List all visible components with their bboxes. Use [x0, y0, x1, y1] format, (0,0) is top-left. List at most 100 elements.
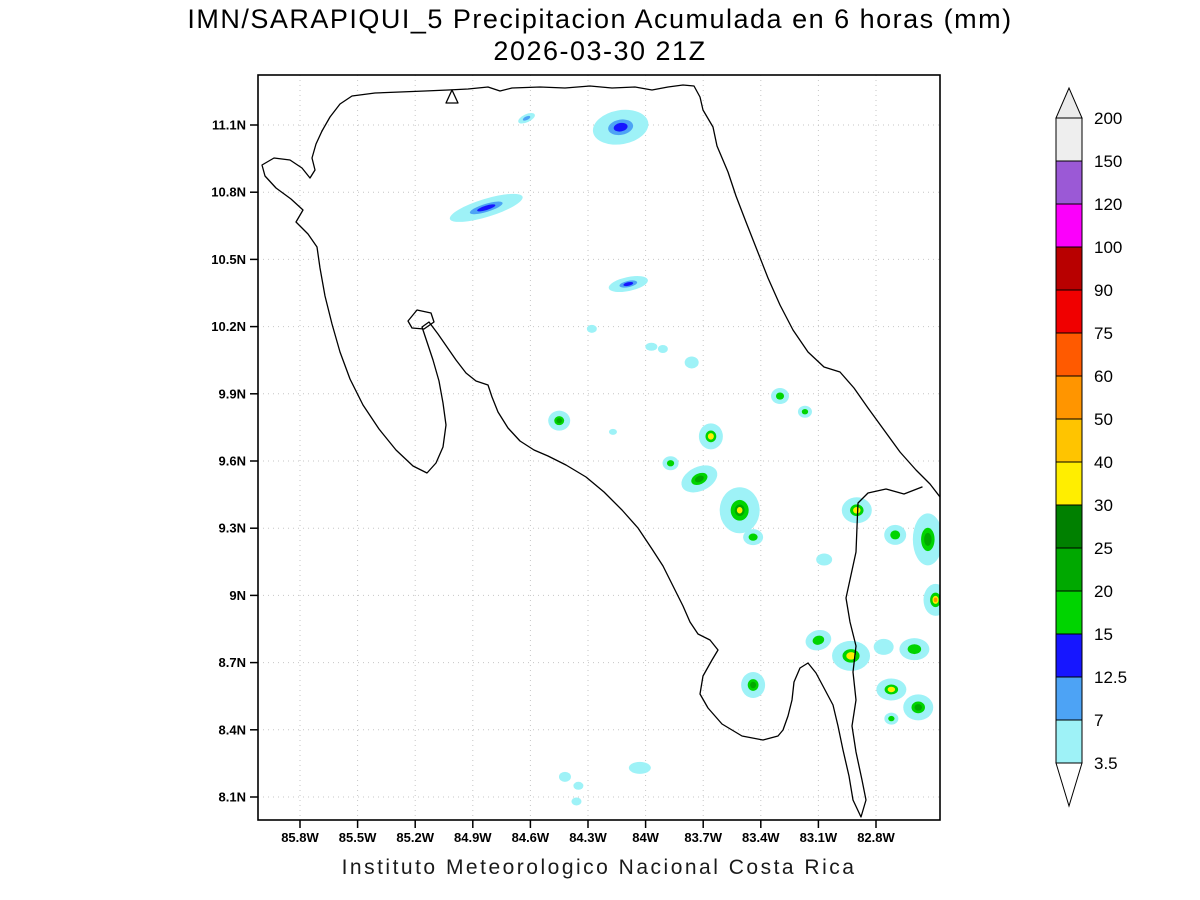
precip-cell — [816, 553, 833, 566]
page-title-line2: 2026-03-30 21Z — [493, 36, 707, 66]
precip-cell — [558, 771, 571, 782]
colorbar-segment — [1055, 246, 1083, 291]
costa-rica-north-border-caribbean-coast — [321, 84, 940, 498]
precip-cell — [923, 583, 940, 616]
precip-cell — [797, 405, 812, 418]
colorbar-legend: 200 150 120 100 90 75 60 50 40 30 25 20 15 12.5 7 3.5 — [1055, 86, 1127, 808]
x-axis-tick-label: 85.2W — [396, 830, 434, 845]
precip-cell — [662, 456, 679, 471]
y-axis-tick-label: 10.8N — [211, 185, 246, 200]
x-axis-tick-label: 85.8W — [281, 830, 319, 845]
precip-cell — [608, 276, 648, 293]
x-axis-tick-label: 84W — [632, 830, 659, 845]
colorbar-label: 120 — [1094, 195, 1122, 214]
precip-contour-level — [914, 704, 922, 711]
precip-contour-level — [613, 122, 628, 132]
precip-cell — [657, 345, 668, 353]
colorbar-label: 12.5 — [1094, 668, 1127, 687]
precipitation-blobs — [449, 109, 940, 806]
colorbar-label: 15 — [1094, 625, 1113, 644]
precip-contour-level — [645, 342, 658, 351]
precip-contour-level — [750, 681, 757, 689]
y-axis-tick-label: 11.1N — [212, 118, 246, 133]
x-axis-tick-label: 84.9W — [454, 830, 492, 845]
precip-contour-level — [736, 507, 743, 514]
x-axis-tick-label: 84.3W — [569, 830, 607, 845]
precip-cell — [592, 109, 649, 145]
y-axis-tick-label: 8.1N — [219, 790, 246, 805]
institute-footer: Instituto Meteorologico Nacional Costa R… — [341, 856, 857, 879]
y-axis-tick-label: 9.6N — [219, 454, 246, 469]
y-axis-tick-label: 10.5N — [211, 252, 246, 267]
colorbar-label: 60 — [1094, 367, 1113, 386]
precip-contour-level — [924, 532, 932, 546]
precip-contour-level — [907, 644, 922, 655]
colorbar-label: 75 — [1094, 324, 1113, 343]
precip-contour-level — [571, 797, 582, 806]
isla-chira-outline — [407, 309, 435, 330]
colorbar-label: 7 — [1094, 711, 1103, 730]
page-title-line1: IMN/SARAPIQUI_5 Precipitacion Acumulada … — [187, 4, 1013, 34]
precip-contour-level — [628, 761, 651, 774]
precip-contour-level — [477, 204, 496, 212]
colorbar-segment — [1055, 203, 1083, 248]
precip-cell — [628, 761, 651, 774]
precip-contour-level — [933, 597, 938, 603]
precip-contour-level — [556, 418, 562, 424]
costa-rica-panama-border-pacific-coast — [261, 130, 923, 818]
precip-contour-level — [522, 115, 531, 121]
precip-cell — [645, 342, 658, 351]
triangle-marker-icon — [445, 89, 459, 104]
colorbar-segment — [1055, 289, 1083, 334]
coastline-layer — [261, 84, 940, 818]
precip-cell — [449, 193, 523, 222]
colorbar-segment — [1055, 461, 1083, 506]
precip-contour-level — [775, 392, 785, 400]
precip-cell — [719, 487, 760, 534]
colorbar-label: 150 — [1094, 152, 1122, 171]
precip-contour-level — [707, 433, 714, 440]
x-axis-tick-label: 82.8W — [857, 830, 895, 845]
colorbar-segment — [1055, 719, 1083, 764]
precip-cell — [899, 638, 930, 661]
precip-contour-level — [666, 460, 675, 467]
x-axis-tick-label: 84.6W — [512, 830, 550, 845]
y-axis-tick-label: 9N — [229, 588, 246, 603]
map-frame — [257, 74, 941, 821]
y-axis-tick-label: 8.4N — [219, 722, 246, 737]
precip-cell — [573, 781, 584, 790]
y-axis-tick-label: 8.7N — [219, 655, 246, 670]
colorbar-segment — [1055, 547, 1083, 592]
colorbar-label: 40 — [1094, 453, 1113, 472]
precip-contour-level — [748, 533, 758, 541]
y-axis-tick-label: 10.2N — [211, 319, 246, 334]
colorbar-label: 100 — [1094, 238, 1122, 257]
precip-contour-level — [694, 475, 704, 483]
precip-contour-level — [816, 553, 833, 566]
graticule-gridlines — [258, 75, 940, 820]
precip-contour-level — [853, 507, 861, 514]
colorbar-segment — [1055, 504, 1083, 549]
x-axis-tick-label: 83.7W — [684, 830, 722, 845]
precip-cell — [841, 497, 872, 524]
precip-contour-level — [608, 428, 617, 435]
y-axis-tick-label: 9.9N — [219, 386, 246, 401]
colorbar-segment — [1055, 418, 1083, 463]
precip-contour-level — [657, 345, 668, 353]
colorbar-segment — [1055, 332, 1083, 377]
precip-cell — [805, 629, 832, 651]
precip-cell — [608, 428, 617, 435]
colorbar-segment — [1055, 590, 1083, 635]
x-axis-tick-label: 85.5W — [339, 830, 377, 845]
precip-cell — [832, 640, 871, 671]
precip-cell — [873, 638, 894, 655]
colorbar-arrow-top — [1055, 86, 1083, 119]
precip-contour-level — [623, 281, 634, 287]
precip-cell — [876, 678, 907, 701]
precip-cell — [884, 524, 907, 545]
precip-cell — [684, 356, 699, 369]
precip-cell — [884, 712, 899, 725]
precip-contour-level — [888, 715, 895, 722]
precip-cell — [698, 423, 723, 450]
